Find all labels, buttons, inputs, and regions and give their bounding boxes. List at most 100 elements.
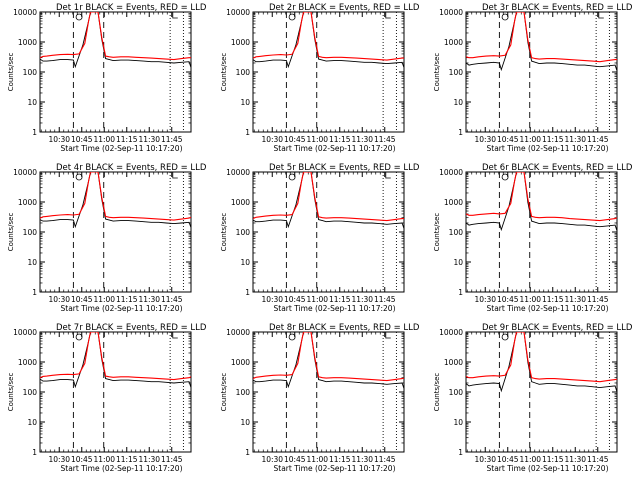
x-tick-label: 11:15	[116, 455, 138, 464]
x-tick-label: 11:45	[161, 135, 183, 144]
y-tick-label: 1	[32, 448, 37, 457]
x-tick-label: 11:45	[374, 455, 396, 464]
y-tick-label: 1000	[444, 38, 463, 47]
x-tick-label: 11:45	[161, 295, 183, 304]
x-tick-label: 11:30	[564, 295, 586, 304]
plot-frame	[252, 331, 405, 453]
y-axis-label: Counts/sec	[7, 373, 15, 412]
x-tick-label: 11:15	[116, 295, 138, 304]
y-tick-label: 10000	[226, 328, 250, 337]
plot-frame	[252, 11, 405, 133]
plot-frame	[465, 331, 618, 453]
chart-panel-2: Det 2r BLACK = Events, RED = LLD 1 10 100 10…	[220, 3, 420, 153]
y-tick-label: 1000	[444, 198, 463, 207]
y-tick-label: 10000	[226, 8, 250, 17]
y-axis-label: Counts/sec	[7, 53, 15, 92]
x-tick-label: 11:15	[542, 295, 564, 304]
y-axis-label: Counts/sec	[220, 213, 228, 252]
chart-panel-4: Det 4r BLACK = Events, RED = LLD 1 10 100 10…	[7, 163, 207, 313]
saa-marker-bracket	[385, 332, 391, 339]
plot-frame	[252, 171, 405, 293]
y-tick-label: 1	[32, 288, 37, 297]
x-tick-label: 10:30	[261, 135, 283, 144]
saa-marker-bracket	[172, 332, 178, 339]
saa-marker-bracket	[172, 172, 178, 179]
x-tick-label: 11:15	[542, 135, 564, 144]
y-tick-label: 10	[27, 418, 37, 427]
x-tick-label: 10:45	[497, 135, 519, 144]
x-tick-label: 11:15	[329, 295, 351, 304]
y-axis-label: Counts/sec	[220, 373, 228, 412]
chart-title: Det 4r BLACK = Events, RED = LLD	[56, 163, 207, 173]
flare-marker-circle	[75, 13, 83, 21]
series-line-events	[466, 172, 617, 232]
x-tick-label: 10:30	[261, 295, 283, 304]
y-tick-label: 10	[240, 98, 250, 107]
saa-marker-bracket	[598, 332, 604, 339]
flare-marker-circle	[501, 13, 509, 21]
saa-marker-bracket	[172, 12, 178, 19]
y-tick-label: 100	[236, 388, 251, 397]
y-tick-label: 1	[245, 448, 250, 457]
y-tick-label: 100	[23, 388, 38, 397]
y-axis-label: Counts/sec	[433, 373, 441, 412]
x-tick-label: 11:30	[138, 295, 160, 304]
x-tick-label: 11:00	[519, 295, 541, 304]
x-tick-label: 11:30	[138, 455, 160, 464]
y-tick-label: 10000	[226, 168, 250, 177]
x-tick-label: 10:45	[71, 455, 93, 464]
x-tick-label: 10:30	[48, 295, 70, 304]
flare-marker-circle	[288, 173, 296, 181]
x-axis-label: Start Time (02-Sep-11 10:17:20)	[274, 144, 396, 153]
plot-frame	[39, 171, 192, 293]
x-tick-label: 10:30	[48, 455, 70, 464]
y-tick-label: 10	[453, 258, 463, 267]
series-line-lld	[466, 332, 617, 383]
y-axis-label: Counts/sec	[433, 213, 441, 252]
saa-marker-bracket	[385, 172, 391, 179]
x-tick-label: 11:30	[564, 135, 586, 144]
plot-frame	[39, 331, 192, 453]
x-tick-label: 11:30	[351, 455, 373, 464]
x-tick-label: 11:15	[542, 455, 564, 464]
x-tick-label: 10:45	[71, 295, 93, 304]
y-tick-label: 1	[32, 128, 37, 137]
chart-title: Det 3r BLACK = Events, RED = LLD	[482, 3, 633, 13]
x-tick-label: 11:00	[306, 455, 328, 464]
x-tick-label: 10:30	[474, 295, 496, 304]
plot-frame	[39, 11, 192, 133]
y-tick-label: 100	[236, 228, 251, 237]
x-tick-label: 10:30	[474, 455, 496, 464]
x-axis-label: Start Time (02-Sep-11 10:17:20)	[487, 144, 609, 153]
flare-marker-circle	[501, 173, 509, 181]
x-tick-label: 11:45	[587, 455, 609, 464]
x-tick-label: 10:30	[261, 455, 283, 464]
x-axis-label: Start Time (02-Sep-11 10:17:20)	[61, 304, 183, 313]
x-tick-label: 11:00	[519, 455, 541, 464]
x-tick-label: 11:45	[161, 455, 183, 464]
x-tick-label: 11:30	[564, 455, 586, 464]
y-tick-label: 10	[27, 258, 37, 267]
x-axis-label: Start Time (02-Sep-11 10:17:20)	[487, 304, 609, 313]
series-line-lld	[253, 12, 404, 61]
y-tick-label: 10	[240, 258, 250, 267]
y-tick-label: 1	[245, 288, 250, 297]
y-tick-label: 10000	[439, 8, 463, 17]
x-tick-label: 10:45	[497, 295, 519, 304]
series-line-lld	[40, 172, 191, 221]
y-tick-label: 10000	[13, 8, 37, 17]
chart-title: Det 2r BLACK = Events, RED = LLD	[269, 3, 420, 13]
chart-panel-9: Det 9r BLACK = Events, RED = LLD 1 10 100 10…	[433, 323, 633, 473]
x-tick-label: 11:00	[93, 455, 115, 464]
y-tick-label: 100	[449, 68, 464, 77]
series-line-events	[466, 12, 617, 72]
x-tick-label: 11:30	[351, 135, 373, 144]
series-line-lld	[40, 332, 191, 381]
x-tick-label: 11:15	[329, 455, 351, 464]
x-axis-label: Start Time (02-Sep-11 10:17:20)	[61, 464, 183, 473]
x-tick-label: 10:45	[284, 295, 306, 304]
x-tick-label: 10:45	[284, 455, 306, 464]
series-line-lld	[466, 12, 617, 63]
